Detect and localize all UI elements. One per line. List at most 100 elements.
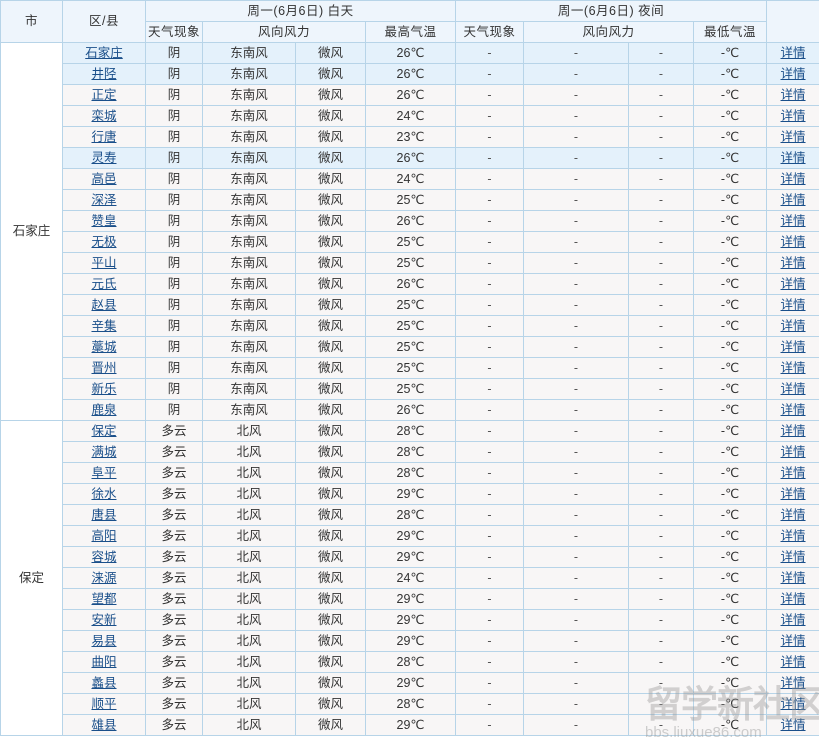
- details-cell[interactable]: 详情: [766, 378, 819, 400]
- county-cell[interactable]: 平山: [62, 252, 146, 274]
- county-link[interactable]: 新乐: [91, 381, 117, 396]
- county-link[interactable]: 正定: [91, 87, 117, 102]
- details-cell[interactable]: 详情: [766, 693, 819, 715]
- county-cell[interactable]: 辛集: [62, 315, 146, 337]
- county-link[interactable]: 顺平: [91, 696, 117, 711]
- details-cell[interactable]: 详情: [766, 504, 819, 526]
- details-cell[interactable]: 详情: [766, 336, 819, 358]
- county-link[interactable]: 石家庄: [85, 45, 123, 60]
- details-cell[interactable]: 详情: [766, 231, 819, 253]
- county-link[interactable]: 鹿泉: [91, 402, 117, 417]
- details-link[interactable]: 详情: [780, 234, 806, 249]
- county-cell[interactable]: 顺平: [62, 693, 146, 715]
- county-link[interactable]: 平山: [91, 255, 117, 270]
- county-link[interactable]: 赞皇: [91, 213, 117, 228]
- details-link[interactable]: 详情: [780, 129, 806, 144]
- details-cell[interactable]: 详情: [766, 609, 819, 631]
- county-link[interactable]: 徐水: [91, 486, 117, 501]
- details-cell[interactable]: 详情: [766, 588, 819, 610]
- county-link[interactable]: 易县: [91, 633, 117, 648]
- details-link[interactable]: 详情: [780, 108, 806, 123]
- county-link[interactable]: 涞源: [91, 570, 117, 585]
- details-link[interactable]: 详情: [780, 654, 806, 669]
- details-cell[interactable]: 详情: [766, 420, 819, 442]
- details-link[interactable]: 详情: [780, 381, 806, 396]
- details-cell[interactable]: 详情: [766, 210, 819, 232]
- details-link[interactable]: 详情: [780, 402, 806, 417]
- details-link[interactable]: 详情: [780, 213, 806, 228]
- details-cell[interactable]: 详情: [766, 546, 819, 568]
- details-cell[interactable]: 详情: [766, 714, 819, 736]
- county-cell[interactable]: 保定: [62, 420, 146, 442]
- details-cell[interactable]: 详情: [766, 483, 819, 505]
- county-link[interactable]: 辛集: [91, 318, 117, 333]
- county-cell[interactable]: 行唐: [62, 126, 146, 148]
- details-link[interactable]: 详情: [780, 612, 806, 627]
- county-link[interactable]: 高阳: [91, 528, 117, 543]
- county-cell[interactable]: 石家庄: [62, 42, 146, 64]
- details-link[interactable]: 详情: [780, 45, 806, 60]
- details-cell[interactable]: 详情: [766, 189, 819, 211]
- county-link[interactable]: 井陉: [91, 66, 117, 81]
- details-cell[interactable]: 详情: [766, 105, 819, 127]
- county-cell[interactable]: 容城: [62, 546, 146, 568]
- county-cell[interactable]: 正定: [62, 84, 146, 106]
- county-cell[interactable]: 赞皇: [62, 210, 146, 232]
- details-cell[interactable]: 详情: [766, 441, 819, 463]
- county-cell[interactable]: 阜平: [62, 462, 146, 484]
- details-link[interactable]: 详情: [780, 192, 806, 207]
- details-link[interactable]: 详情: [780, 339, 806, 354]
- details-link[interactable]: 详情: [780, 66, 806, 81]
- county-link[interactable]: 行唐: [91, 129, 117, 144]
- details-link[interactable]: 详情: [780, 528, 806, 543]
- county-link[interactable]: 栾城: [91, 108, 117, 123]
- details-cell[interactable]: 详情: [766, 567, 819, 589]
- county-cell[interactable]: 望都: [62, 588, 146, 610]
- details-cell[interactable]: 详情: [766, 357, 819, 379]
- details-link[interactable]: 详情: [780, 465, 806, 480]
- county-link[interactable]: 望都: [91, 591, 117, 606]
- county-cell[interactable]: 曲阳: [62, 651, 146, 673]
- county-cell[interactable]: 无极: [62, 231, 146, 253]
- county-link[interactable]: 赵县: [91, 297, 117, 312]
- details-cell[interactable]: 详情: [766, 630, 819, 652]
- county-cell[interactable]: 易县: [62, 630, 146, 652]
- county-link[interactable]: 阜平: [91, 465, 117, 480]
- details-cell[interactable]: 详情: [766, 315, 819, 337]
- county-link[interactable]: 保定: [91, 423, 117, 438]
- details-cell[interactable]: 详情: [766, 126, 819, 148]
- county-link[interactable]: 蠡县: [91, 675, 117, 690]
- details-link[interactable]: 详情: [780, 570, 806, 585]
- details-link[interactable]: 详情: [780, 255, 806, 270]
- county-cell[interactable]: 新乐: [62, 378, 146, 400]
- county-cell[interactable]: 赵县: [62, 294, 146, 316]
- county-link[interactable]: 深泽: [91, 192, 117, 207]
- details-cell[interactable]: 详情: [766, 672, 819, 694]
- county-cell[interactable]: 满城: [62, 441, 146, 463]
- county-cell[interactable]: 涞源: [62, 567, 146, 589]
- county-cell[interactable]: 高阳: [62, 525, 146, 547]
- county-cell[interactable]: 鹿泉: [62, 399, 146, 421]
- county-link[interactable]: 唐县: [91, 507, 117, 522]
- details-cell[interactable]: 详情: [766, 168, 819, 190]
- details-link[interactable]: 详情: [780, 675, 806, 690]
- details-cell[interactable]: 详情: [766, 525, 819, 547]
- county-link[interactable]: 曲阳: [91, 654, 117, 669]
- details-cell[interactable]: 详情: [766, 273, 819, 295]
- county-cell[interactable]: 藁城: [62, 336, 146, 358]
- county-cell[interactable]: 井陉: [62, 63, 146, 85]
- county-link[interactable]: 雄县: [91, 717, 117, 732]
- county-link[interactable]: 晋州: [91, 360, 117, 375]
- county-link[interactable]: 高邑: [91, 171, 117, 186]
- details-link[interactable]: 详情: [780, 87, 806, 102]
- details-cell[interactable]: 详情: [766, 84, 819, 106]
- details-cell[interactable]: 详情: [766, 399, 819, 421]
- county-cell[interactable]: 灵寿: [62, 147, 146, 169]
- details-link[interactable]: 详情: [780, 633, 806, 648]
- details-cell[interactable]: 详情: [766, 63, 819, 85]
- details-link[interactable]: 详情: [780, 444, 806, 459]
- county-link[interactable]: 藁城: [91, 339, 117, 354]
- details-cell[interactable]: 详情: [766, 651, 819, 673]
- county-cell[interactable]: 晋州: [62, 357, 146, 379]
- county-cell[interactable]: 蠡县: [62, 672, 146, 694]
